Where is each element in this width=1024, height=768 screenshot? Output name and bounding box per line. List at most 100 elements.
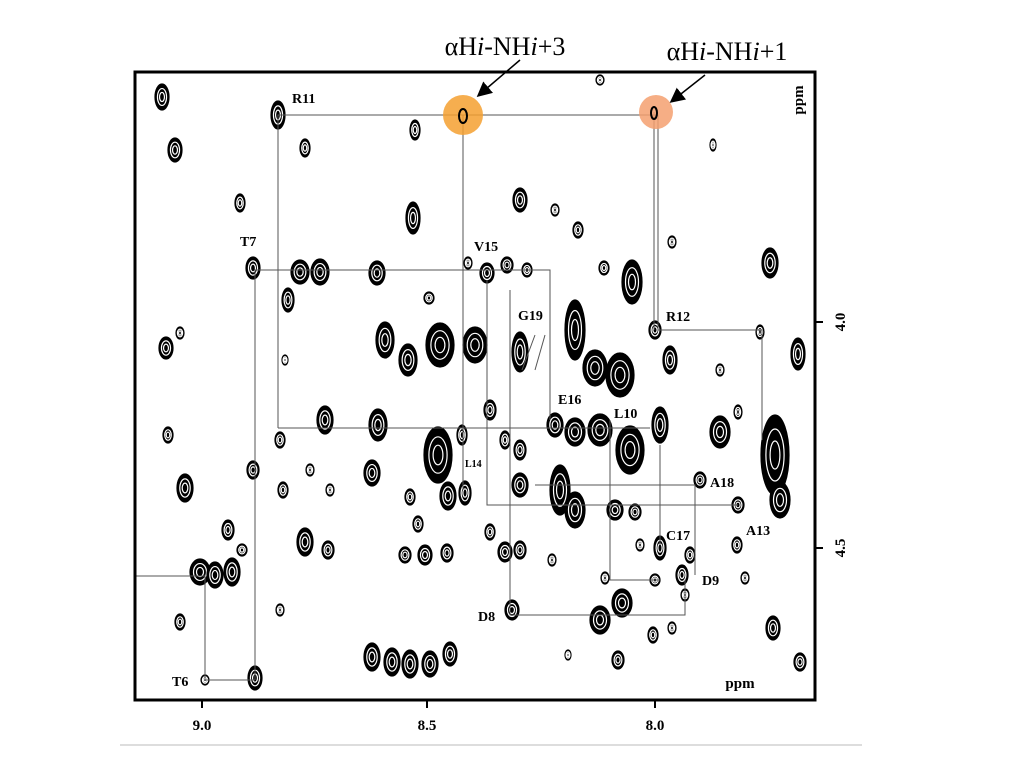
contour	[591, 419, 609, 442]
contour	[179, 478, 191, 498]
contour	[764, 252, 776, 274]
ann-part: +1	[760, 37, 788, 66]
contour	[564, 491, 586, 529]
contour	[414, 518, 422, 530]
contour	[627, 273, 637, 291]
contour	[282, 356, 288, 364]
contour	[589, 605, 611, 635]
contour	[552, 473, 568, 507]
cross-peaks	[154, 74, 807, 691]
contour	[236, 196, 244, 210]
contour	[586, 355, 604, 381]
contour	[225, 525, 231, 535]
contour	[567, 497, 583, 523]
contour	[621, 259, 643, 305]
contour	[407, 493, 413, 501]
contour	[711, 142, 715, 148]
contour	[567, 309, 583, 351]
contour	[176, 328, 184, 338]
contour	[717, 367, 722, 373]
contour	[301, 141, 309, 155]
y-tick-label: 4.5	[833, 539, 849, 558]
contour	[615, 425, 645, 475]
contour	[485, 402, 495, 418]
contour	[446, 649, 454, 659]
contour	[325, 546, 331, 554]
contour	[415, 520, 421, 528]
contour	[668, 237, 676, 247]
contour	[794, 347, 802, 361]
contour	[630, 506, 640, 518]
contour	[666, 354, 674, 366]
contour	[425, 293, 433, 303]
x-tick-label: 8.0	[646, 718, 665, 734]
residue-label: L10	[614, 407, 637, 422]
connectivity-lines	[135, 112, 763, 681]
contour	[564, 417, 586, 447]
contour	[308, 467, 313, 473]
plot-frame	[133, 70, 817, 702]
contour	[470, 338, 480, 352]
contour	[428, 436, 448, 474]
contour	[239, 547, 245, 553]
y-unit: ppm	[791, 85, 807, 115]
contour	[226, 562, 238, 582]
residue-label: A18	[710, 476, 734, 491]
contour	[600, 262, 608, 274]
contour	[280, 486, 286, 494]
contour	[601, 264, 607, 272]
residue-label: V15	[474, 240, 498, 255]
contour	[756, 326, 764, 338]
contour	[651, 406, 669, 444]
contour	[656, 418, 664, 432]
residue-label: A13	[746, 524, 770, 539]
contour	[769, 623, 777, 633]
contour	[549, 557, 554, 563]
connection	[534, 334, 546, 371]
connection	[135, 575, 255, 681]
contour	[617, 597, 627, 609]
contour	[590, 361, 600, 375]
contour	[248, 463, 258, 477]
contour	[587, 413, 613, 447]
contour	[164, 429, 172, 441]
contour	[426, 295, 432, 301]
contour	[695, 474, 705, 486]
contour	[486, 526, 494, 538]
contour	[404, 654, 416, 674]
contour	[442, 546, 452, 560]
contour	[769, 440, 781, 470]
residue-label: D8	[478, 610, 495, 625]
contour	[296, 267, 304, 277]
annotation: αHi-NHi+3	[445, 32, 566, 61]
contour	[624, 267, 640, 297]
ann-part: -NH	[484, 32, 530, 61]
contour	[434, 336, 446, 354]
contour	[502, 436, 508, 444]
contour	[624, 441, 636, 460]
contour	[614, 593, 630, 613]
ann-part: i	[530, 32, 537, 61]
x-tick-label: 8.5	[418, 718, 437, 734]
contour	[605, 352, 635, 398]
contour	[444, 549, 450, 557]
contour	[797, 658, 803, 666]
contour	[378, 327, 392, 353]
contour	[613, 653, 623, 667]
contour	[516, 195, 524, 205]
contour	[652, 326, 658, 334]
contour	[775, 493, 785, 507]
residue-label: T6	[172, 675, 188, 690]
contour	[228, 566, 236, 578]
contour	[636, 540, 644, 550]
contour	[669, 625, 674, 631]
contour	[319, 410, 331, 430]
contour	[368, 408, 388, 442]
contour	[366, 463, 378, 483]
contour	[596, 76, 604, 84]
residue-label: R12	[666, 310, 690, 325]
residue-label: E16	[558, 393, 581, 408]
ann-part: -NH	[706, 37, 752, 66]
contour	[514, 191, 526, 209]
contour	[595, 423, 605, 437]
